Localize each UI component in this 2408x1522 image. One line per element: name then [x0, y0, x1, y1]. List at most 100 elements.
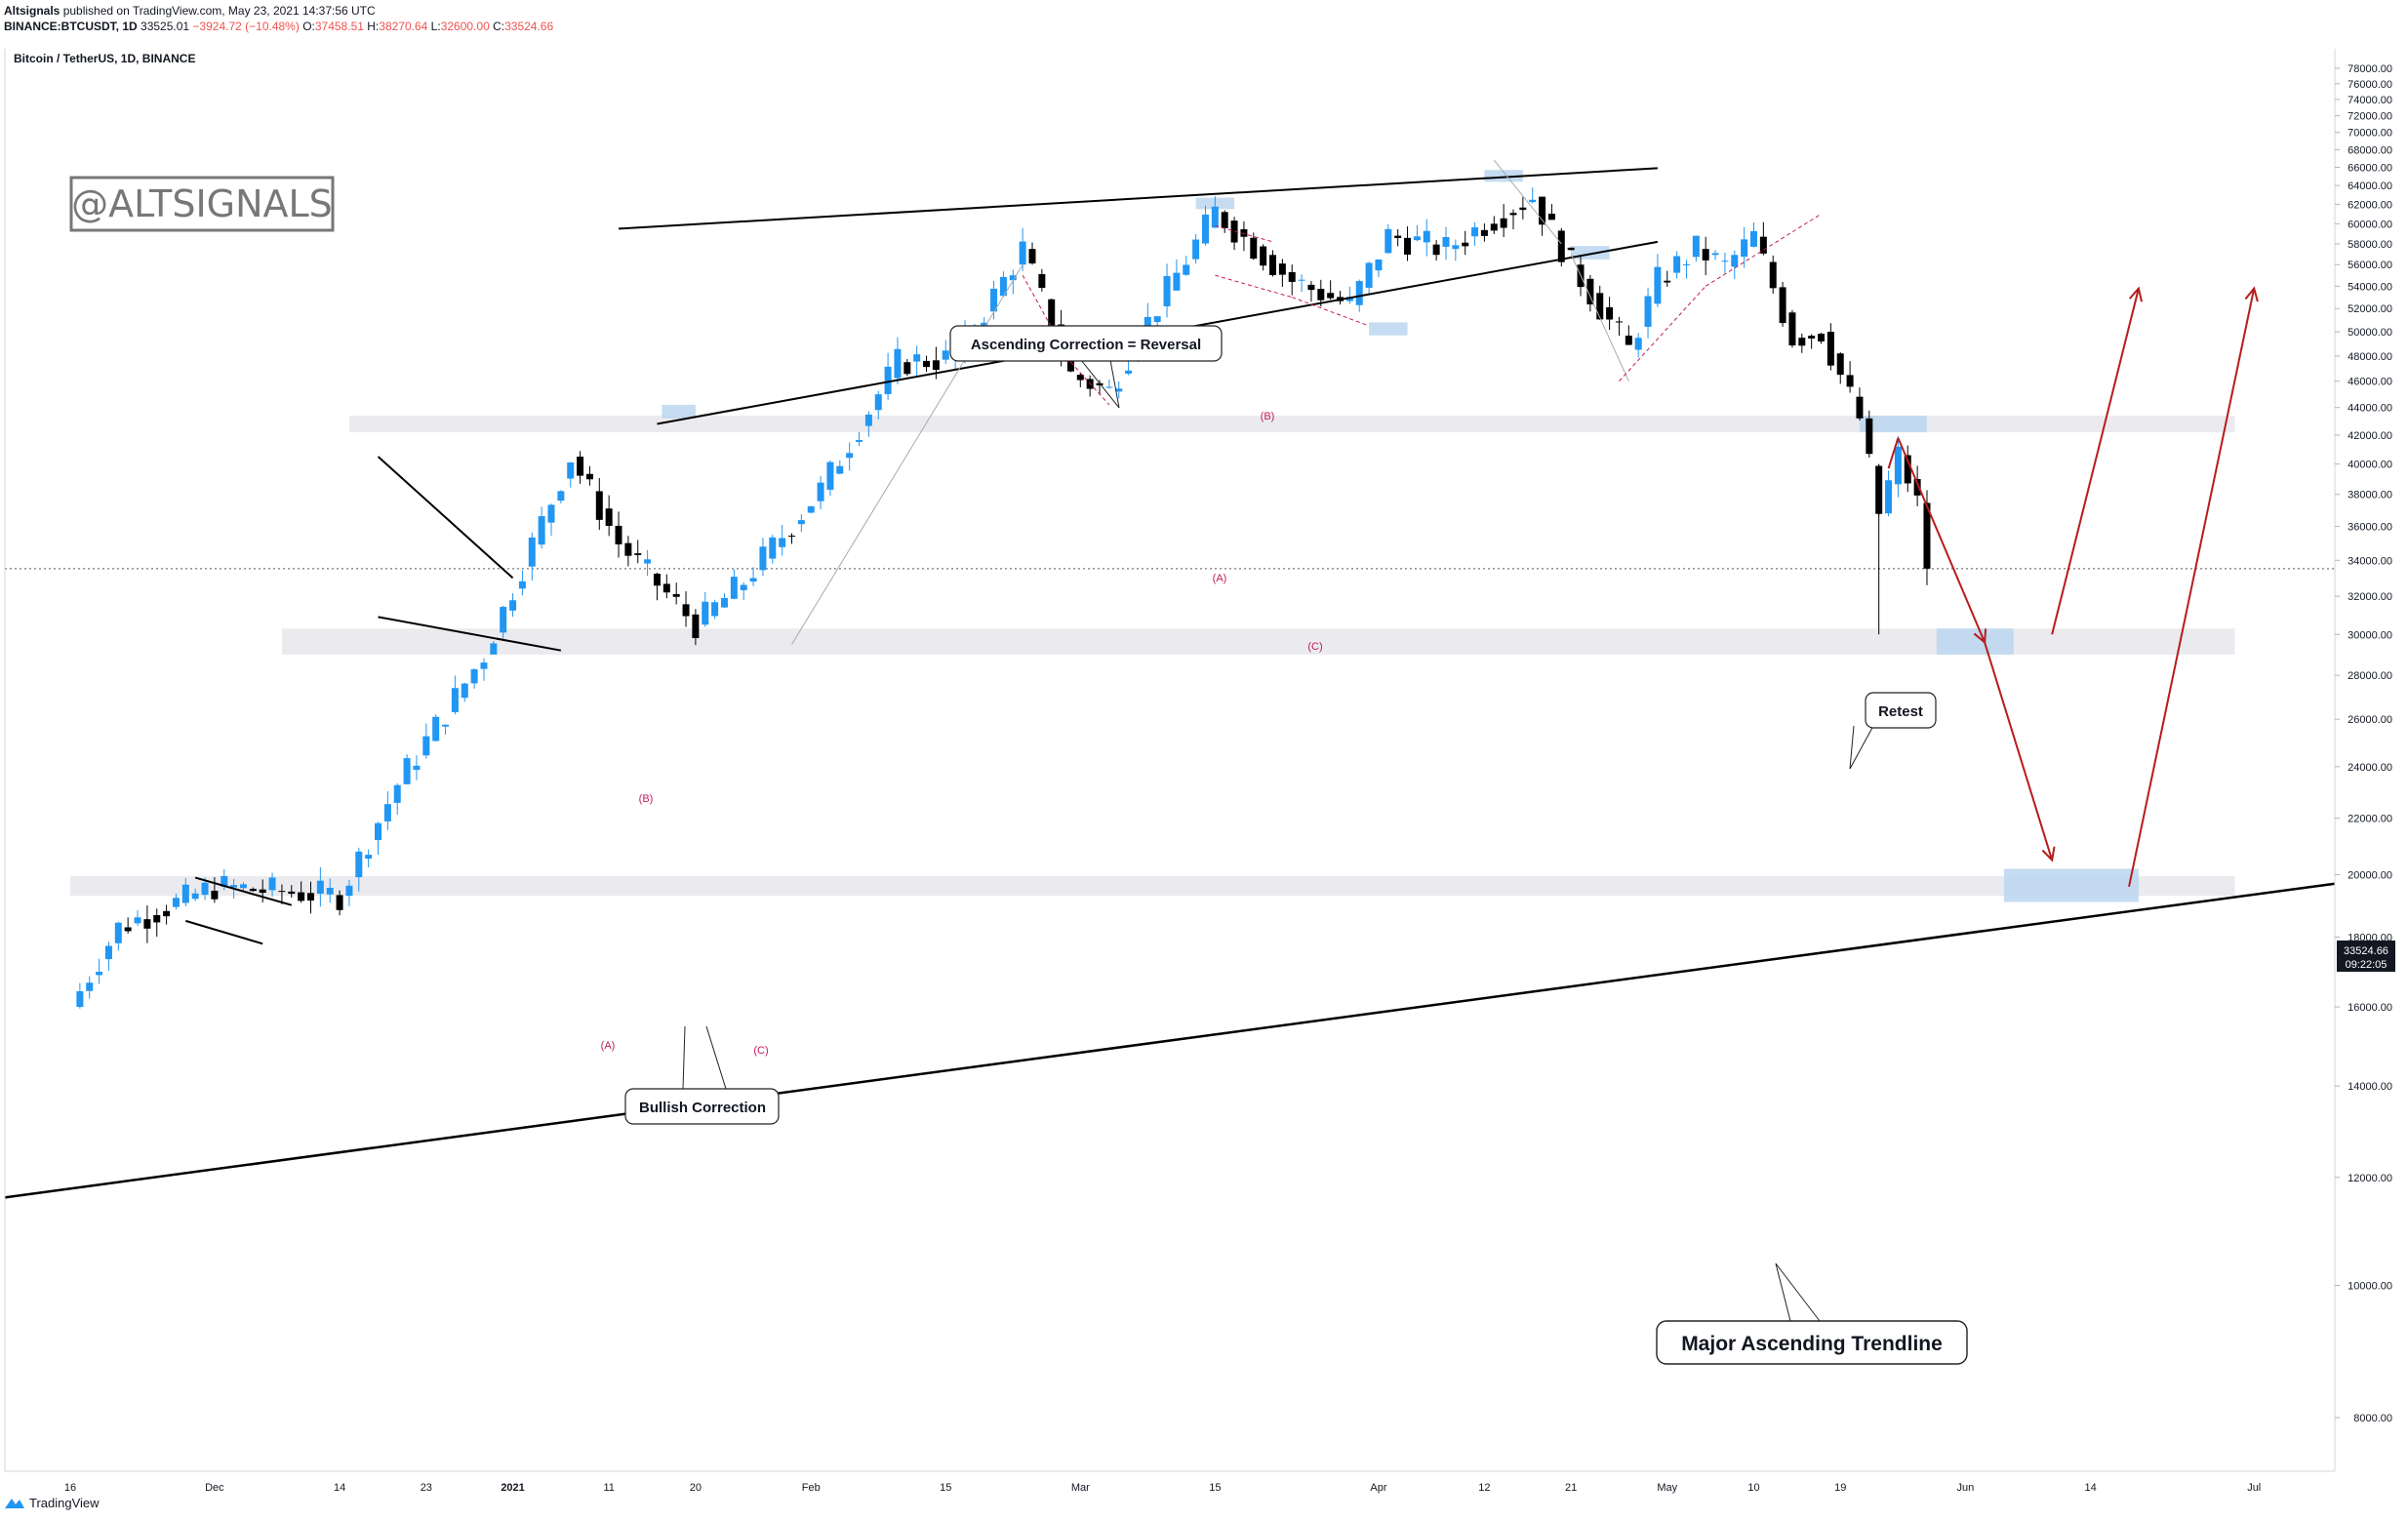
candle-body: [509, 600, 517, 611]
candle-body: [104, 945, 112, 960]
candle-body: [1836, 353, 1844, 376]
candle-body: [288, 891, 296, 895]
y-tick-label: 72000.00: [2348, 111, 2392, 123]
pivot-box-top: [1484, 170, 1523, 182]
candle-body: [1009, 275, 1017, 281]
candle-body: [153, 914, 161, 923]
x-tick-label: 19: [1834, 1482, 1846, 1494]
x-tick-label: 14: [2084, 1482, 2096, 1494]
candle-body: [1547, 214, 1555, 220]
wave-label-b2: (B): [1261, 411, 1275, 422]
price-axis: 78000.00 76000.00 74000.00 72000.00 70000.00…: [4, 49, 2392, 1472]
candle-body: [181, 884, 189, 903]
candle-body: [981, 322, 988, 328]
close-ohlc-value: 33524.66: [504, 20, 554, 33]
y-tick-label: 60000.00: [2348, 219, 2392, 230]
y-tick-label: 22000.00: [2348, 814, 2392, 825]
candle-body: [653, 574, 661, 586]
candle-body: [923, 360, 931, 368]
candle-body: [720, 597, 728, 608]
ohlc-line: BINANCE:BTCUSDT, 1D 33525.01 −3924.72 (−…: [4, 20, 554, 33]
candle-body: [1894, 446, 1902, 485]
candle-body: [999, 276, 1007, 297]
candle-body: [1375, 259, 1383, 271]
candle-body: [1596, 293, 1604, 320]
y-tick-label: 58000.00: [2348, 239, 2392, 251]
candle-body: [1345, 297, 1353, 301]
change-value: −3924.72 (−10.48%): [192, 20, 300, 33]
candle-body: [942, 350, 949, 360]
candle-body: [172, 898, 180, 907]
candle-body: [990, 288, 998, 312]
target-zone-2: [2003, 868, 2139, 902]
candle-body: [864, 414, 872, 426]
candle-body: [1634, 338, 1642, 350]
x-tick-label: 21: [1565, 1482, 1577, 1494]
candle-body: [451, 688, 459, 712]
candle-body: [749, 578, 757, 582]
y-tick-label: 12000.00: [2348, 1173, 2392, 1184]
y-tick-label: 32000.00: [2348, 591, 2392, 603]
candle-body: [1076, 375, 1084, 380]
candle-body: [1201, 214, 1209, 244]
candle-body: [298, 892, 305, 901]
candle-body: [1269, 255, 1276, 275]
candle-body: [336, 895, 343, 910]
candle-body: [1490, 223, 1498, 231]
candle-body: [1702, 249, 1709, 260]
candle-body: [1692, 235, 1700, 258]
x-tick-label: Mar: [1071, 1482, 1090, 1494]
chart-annotations: [4, 159, 2336, 1199]
candle-body: [96, 972, 103, 976]
candle-body: [1298, 279, 1305, 281]
wave-labels: (B) (A) (C) (B) (A) (C): [601, 411, 1323, 1057]
x-tick-label: Feb: [802, 1482, 821, 1494]
candle-body: [1644, 296, 1652, 327]
candle-body: [1183, 264, 1190, 275]
y-tick-label: 64000.00: [2348, 180, 2392, 192]
candle-body: [1664, 280, 1671, 283]
x-tick-label: 20: [690, 1482, 702, 1494]
x-tick-label: 2021: [501, 1482, 524, 1494]
candle-body: [1682, 263, 1690, 265]
candle-body: [470, 668, 478, 684]
candle-body: [1529, 199, 1537, 203]
resistance-zone-43k: [348, 416, 2235, 433]
candle-body: [442, 724, 450, 727]
candle-body: [1452, 245, 1460, 250]
candle-body: [1019, 241, 1026, 265]
arrow-up-1: [2051, 288, 2140, 635]
candle-body: [1105, 386, 1113, 388]
symbol-label: BINANCE:BTCUSDT, 1D: [4, 20, 138, 33]
tradingview-footer: TradingView: [4, 1495, 100, 1510]
candle-body: [239, 884, 247, 889]
candle-body: [567, 462, 575, 479]
candle-body: [644, 559, 652, 564]
candle-body: [692, 614, 700, 639]
candle-body: [403, 758, 411, 784]
open-value: 37458.51: [314, 20, 364, 33]
candle-body: [1615, 321, 1623, 323]
candlestick-series: [76, 187, 1931, 1009]
candle-body: [577, 457, 584, 476]
candle-body: [903, 362, 911, 375]
candle-body: [557, 491, 565, 501]
last-price-tag: 33524.66 09:22:05: [2337, 941, 2395, 972]
candle-body: [615, 525, 622, 544]
target-zone-1: [1936, 628, 2014, 655]
callout-major-trendline: Major Ascending Trendline: [1656, 1262, 1968, 1365]
candle-body: [1163, 276, 1171, 306]
candle-body: [124, 927, 132, 932]
arrow-bounce: [1887, 437, 1900, 469]
candle-body: [740, 584, 747, 590]
x-tick-label: Apr: [1370, 1482, 1386, 1494]
y-tick-label: 48000.00: [2348, 351, 2392, 363]
countdown-timer: 09:22:05: [2346, 959, 2388, 971]
candle-body: [1913, 478, 1921, 496]
pivot-box-c: [1369, 322, 1408, 336]
candle-body: [221, 875, 228, 887]
candle-body: [1365, 262, 1373, 288]
candle-body: [1096, 382, 1104, 385]
candle-body: [730, 577, 738, 599]
candle-body: [1509, 213, 1517, 216]
